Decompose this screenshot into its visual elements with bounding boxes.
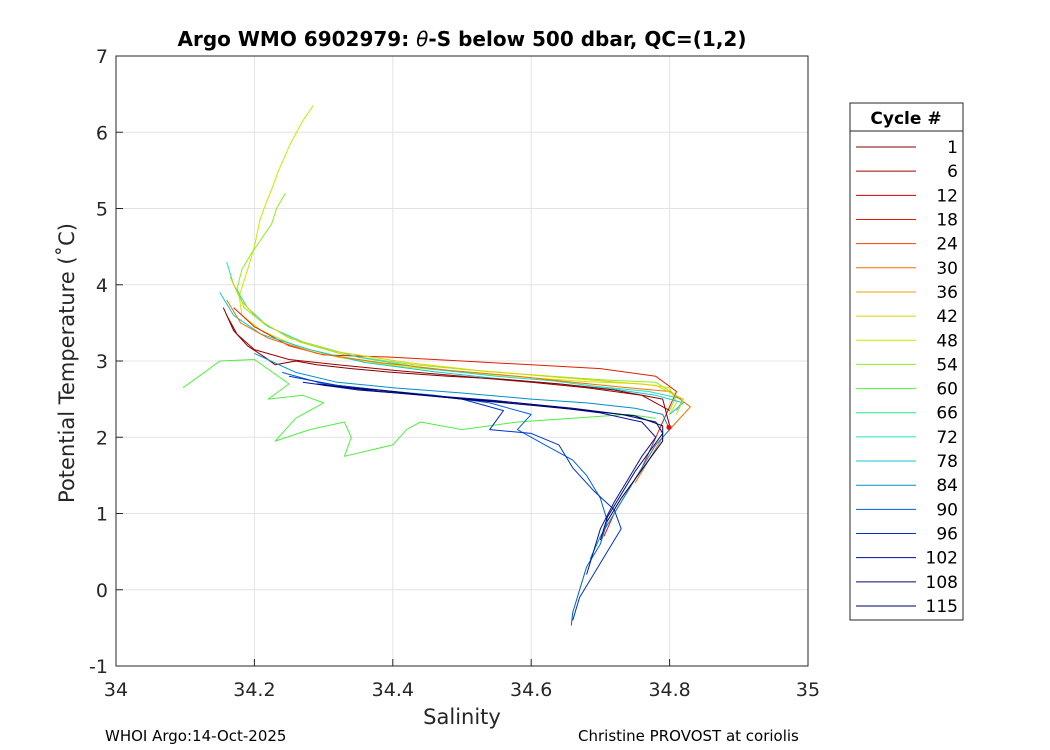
y-axis-label: Potential Temperature (˚C): [55, 223, 79, 503]
y-tick-label: 2: [96, 427, 108, 449]
y-tick-label: 5: [96, 199, 108, 221]
legend-entry-label: 24: [936, 235, 958, 255]
x-tick-label: 34.6: [510, 679, 552, 701]
legend-entry-label: 6: [947, 162, 958, 182]
series-line: [229, 276, 684, 415]
series-line: [226, 315, 670, 412]
series-line: [182, 359, 656, 457]
legend-entry-label: 1: [947, 138, 958, 158]
chart-title: Argo WMO 6902979: θ-S below 500 dbar, QC…: [178, 27, 747, 51]
x-tick-label: 34.4: [372, 679, 414, 701]
x-tick-label: 34.2: [233, 679, 275, 701]
legend-entry-label: 36: [936, 283, 958, 303]
legend-entry-label: 48: [936, 331, 958, 351]
series-line: [281, 371, 608, 626]
series-line: [302, 381, 657, 575]
series-line: [288, 375, 622, 621]
x-tick-label: 35: [796, 679, 820, 701]
legend-entry-label: 12: [936, 186, 958, 206]
legend-entry-label: 72: [936, 428, 958, 448]
y-tick-label: 0: [96, 580, 108, 602]
legend-entry-label: 115: [926, 597, 958, 617]
series-line: [323, 384, 664, 522]
legend: Cycle # 1 6 12 18 24 30 36 42 48 54 60 66 72 78 84 90 96…: [849, 102, 964, 621]
highlight-marker: [666, 424, 672, 430]
series-line: [254, 352, 671, 560]
legend-entry-label: 42: [936, 307, 958, 327]
legend-entry-label: 102: [926, 549, 958, 569]
legend-entry-label: 90: [936, 500, 958, 520]
y-tick-label: 1: [96, 504, 108, 526]
legend-entry-label: 66: [936, 404, 958, 424]
series-line: [316, 383, 664, 541]
legend-entry-label: 54: [936, 355, 958, 375]
legend-entry-label: 30: [936, 259, 958, 279]
legend-entry-label: 18: [936, 210, 958, 230]
y-tick-label: 3: [96, 351, 108, 373]
series-line: [222, 307, 671, 426]
legend-entry-label: 96: [936, 525, 958, 545]
legend-entry-label: 84: [936, 476, 958, 496]
x-tick-label: 34: [104, 679, 128, 701]
series-line: [226, 261, 684, 411]
x-tick-label: 34.8: [648, 679, 690, 701]
legend-entry-label: 60: [936, 380, 958, 400]
footer-left: WHOI Argo:14-Oct-2025: [105, 727, 286, 745]
y-tick-label: 6: [96, 122, 108, 144]
footer-right: Christine PROVOST at coriolis: [578, 727, 799, 745]
legend-entry-label: 78: [936, 452, 958, 472]
legend-title: Cycle #: [870, 109, 941, 129]
x-axis-label: Salinity: [423, 705, 501, 729]
y-tick-label: 7: [96, 46, 108, 68]
legend-entry-label: 108: [926, 573, 958, 593]
series-line: [219, 292, 684, 415]
legend-entries: 1 6 12 18 24 30 36 42 48 54 60 66 72 78 84 90 96 102 108 11…: [856, 138, 958, 617]
plot-area: [182, 105, 691, 626]
y-tick-label: 4: [96, 275, 108, 297]
y-tick-label: -1: [89, 656, 108, 678]
